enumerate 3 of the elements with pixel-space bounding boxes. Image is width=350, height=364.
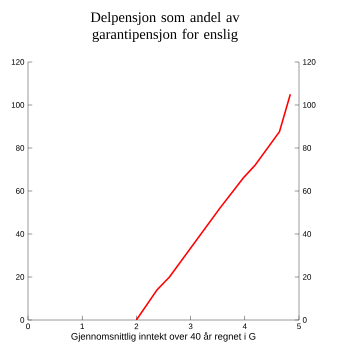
- x-axis-title: Gjennomsnittlig inntekt over 40 år regnet i G: [71, 332, 256, 342]
- line-series: [136, 93, 292, 320]
- chart-title: Delpensjon som andel av garantipensjon for enslig: [90, 12, 240, 42]
